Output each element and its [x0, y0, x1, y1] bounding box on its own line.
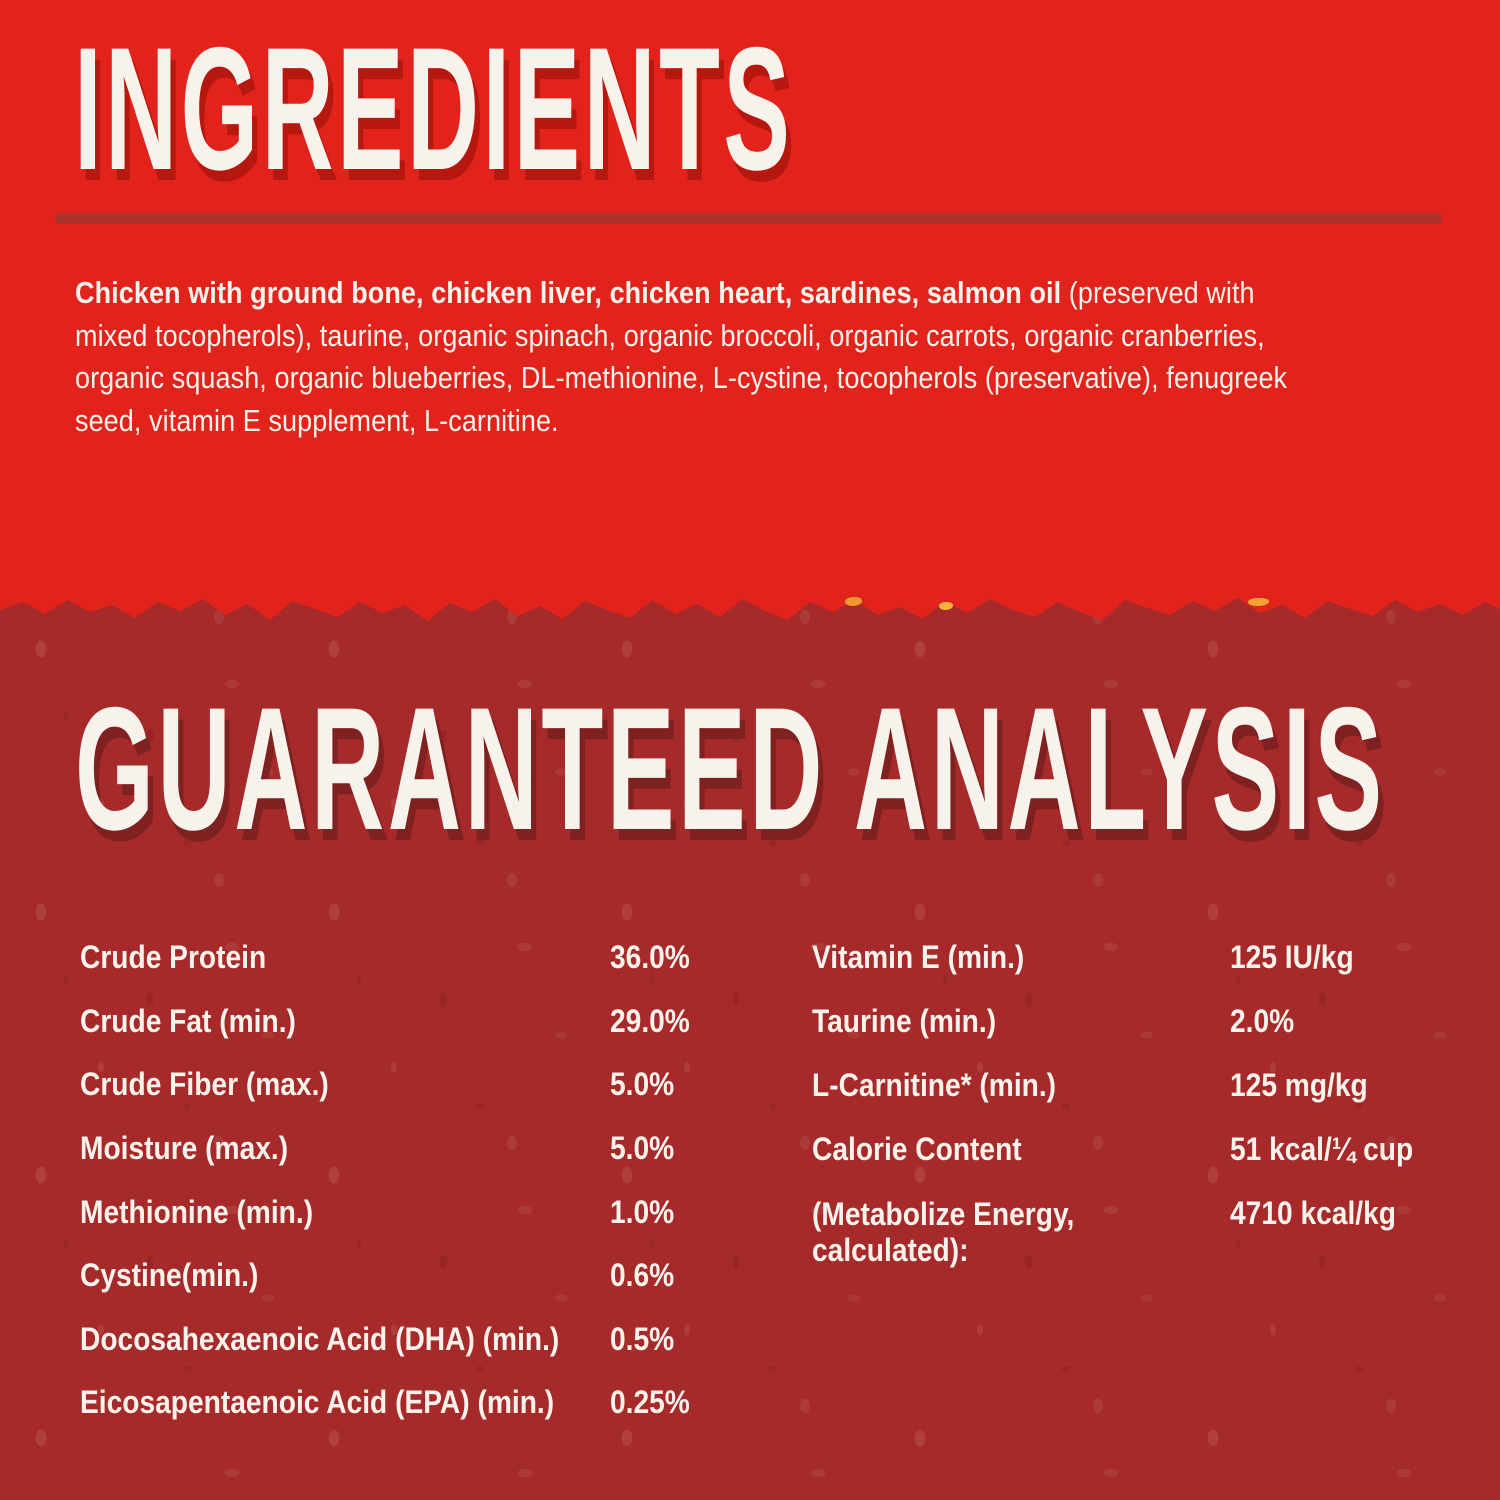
- analysis-row-value: 0.6%: [610, 1257, 675, 1294]
- guaranteed-analysis-title: GUARANTEED ANALYSIS: [75, 672, 1386, 867]
- analysis-row-label: Crude Protein: [80, 939, 267, 976]
- analysis-row-value: 125 mg/kg: [1230, 1067, 1368, 1104]
- analysis-row-value: 51 kcal/¼ cup: [1230, 1131, 1414, 1168]
- analysis-row: Vitamin E (min.) 125 IU/kg: [812, 926, 1470, 990]
- analysis-row-value: 125 IU/kg: [1230, 939, 1354, 976]
- analysis-row: Crude Fiber (max.) 5.0%: [80, 1053, 740, 1117]
- ingredients-bold-list: Chicken with ground bone, chicken liver,…: [75, 276, 1062, 310]
- analysis-row-value: 2.0%: [1230, 1003, 1295, 1040]
- analysis-row-label: Moisture (max.): [80, 1129, 289, 1166]
- analysis-row-value: 36.0%: [610, 939, 690, 976]
- analysis-row-label: Cystine(min.): [80, 1257, 259, 1294]
- analysis-row-label: Calorie Content: [812, 1131, 1022, 1168]
- analysis-row-value: 5.0%: [610, 1066, 675, 1103]
- analysis-row-label: Docosahexaenoic Acid (DHA) (min.): [80, 1320, 560, 1357]
- torn-edge-speck: [1248, 598, 1269, 606]
- analysis-row-value: 0.5%: [610, 1320, 675, 1357]
- analysis-row-value: 4710 kcal/kg: [1230, 1195, 1396, 1231]
- analysis-row-value: 5.0%: [610, 1129, 675, 1166]
- ingredients-regular-list: (preserved with mixed tocopherols), taur…: [75, 276, 1288, 439]
- ingredients-panel: INGREDIENTS Chicken with ground bone, ch…: [0, 0, 1500, 660]
- torn-edge-speck: [845, 597, 862, 606]
- analysis-row-label: Eicosapentaenoic Acid (EPA) (min.): [80, 1384, 555, 1421]
- analysis-row: L-Carnitine* (min.) 125 mg/kg: [812, 1054, 1470, 1118]
- analysis-row-label: Methionine (min.): [80, 1193, 314, 1230]
- ingredients-paragraph: Chicken with ground bone, chicken liver,…: [75, 272, 1314, 443]
- analysis-row: Moisture (max.) 5.0%: [80, 1117, 740, 1181]
- analysis-row: (Metabolize Energy, calculated): 4710 kc…: [812, 1195, 1470, 1269]
- analysis-row-label: Crude Fiber (max.): [80, 1066, 329, 1103]
- analysis-row-label: Crude Fat (min.): [80, 1002, 296, 1039]
- analysis-row-label: Taurine (min.): [812, 1003, 997, 1040]
- torn-edge-speck: [939, 602, 953, 610]
- analysis-row: Eicosapentaenoic Acid (EPA) (min.) 0.25%: [80, 1371, 740, 1435]
- ingredients-title: INGREDIENTS: [74, 12, 794, 207]
- analysis-row-value: 29.0%: [610, 1002, 690, 1039]
- analysis-row-value: 0.25%: [610, 1384, 690, 1421]
- guaranteed-analysis-panel: GUARANTEED ANALYSIS Crude Protein 36.0% …: [0, 598, 1500, 1500]
- analysis-row: Crude Protein 36.0%: [80, 926, 740, 990]
- analysis-column-right: Vitamin E (min.) 125 IU/kg Taurine (min.…: [812, 926, 1470, 1269]
- analysis-row: Cystine(min.) 0.6%: [80, 1244, 740, 1308]
- analysis-row-label: Vitamin E (min.): [812, 939, 1025, 976]
- analysis-row: Calorie Content 51 kcal/¼ cup: [812, 1118, 1470, 1182]
- analysis-row-label: (Metabolize Energy, calculated):: [812, 1196, 1075, 1269]
- analysis-row: Taurine (min.) 2.0%: [812, 990, 1470, 1054]
- analysis-row: Docosahexaenoic Acid (DHA) (min.) 0.5%: [80, 1308, 740, 1372]
- analysis-row: Crude Fat (min.) 29.0%: [80, 990, 740, 1054]
- analysis-row-label: L-Carnitine* (min.): [812, 1067, 1057, 1104]
- divider-rule: [55, 213, 1442, 224]
- analysis-row-value: 1.0%: [610, 1193, 675, 1230]
- analysis-column-left: Crude Protein 36.0% Crude Fat (min.) 29.…: [80, 926, 740, 1435]
- analysis-row: Methionine (min.) 1.0%: [80, 1180, 740, 1244]
